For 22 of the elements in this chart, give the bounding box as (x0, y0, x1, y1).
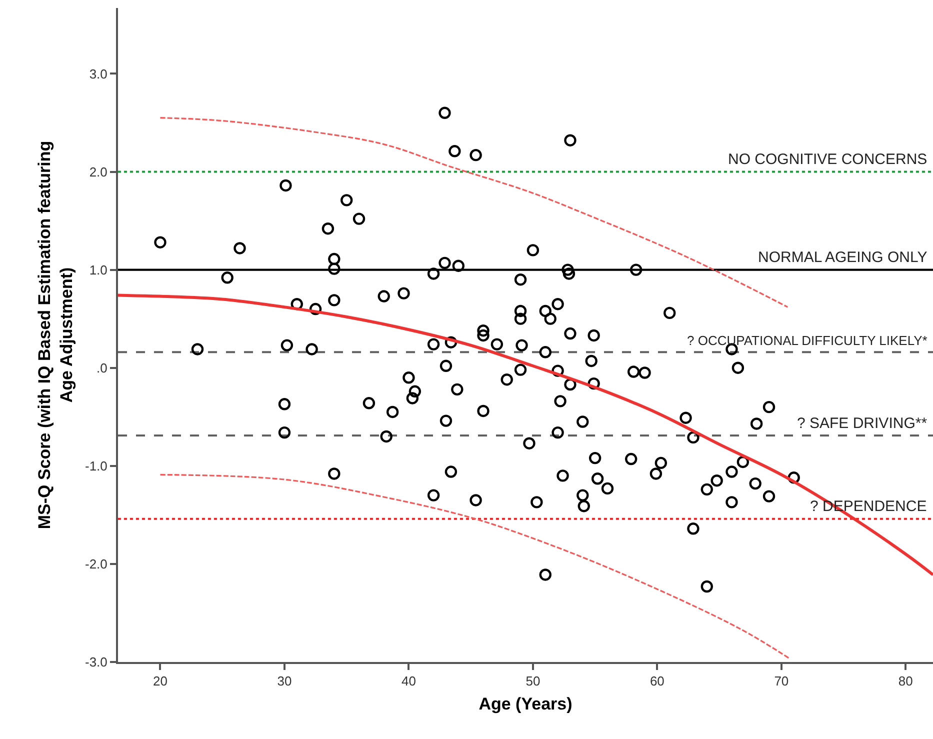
y-tick-label: -2.0 (84, 556, 108, 572)
x-tick-label: 30 (277, 674, 292, 689)
x-tick-label: 70 (774, 674, 789, 689)
ref-line-label: NO COGNITIVE CONCERNS (728, 151, 928, 168)
x-tick-label: 20 (153, 674, 168, 689)
y-tick-label: 2.0 (89, 164, 108, 180)
line-series (159, 474, 790, 659)
y-tick-label: .0 (96, 360, 108, 376)
y-tick-label: 3.0 (89, 66, 108, 82)
ref-line-label: ? SAFE DRIVING** (797, 415, 928, 432)
x-tick-label: 80 (898, 674, 913, 689)
x-tick-label: 40 (401, 674, 416, 689)
y-tick-label: -1.0 (84, 458, 108, 474)
y-tick-label: -3.0 (84, 654, 108, 670)
y-axis-title: MS-Q Score (with IQ Based Estimation featuring Age Adjustment) (34, 140, 76, 530)
x-axis-title: Age (Years) (478, 694, 572, 714)
y-tick-label: 1.0 (89, 262, 108, 278)
line-series (118, 294, 933, 576)
ref-line-label: ? OCCUPATIONAL DIFFICULTY LIKELY* (687, 333, 928, 348)
x-tick-label: 60 (650, 674, 664, 689)
x-tick-label: 50 (526, 674, 540, 689)
ref-line-label: NORMAL AGEING ONLY (758, 249, 928, 266)
